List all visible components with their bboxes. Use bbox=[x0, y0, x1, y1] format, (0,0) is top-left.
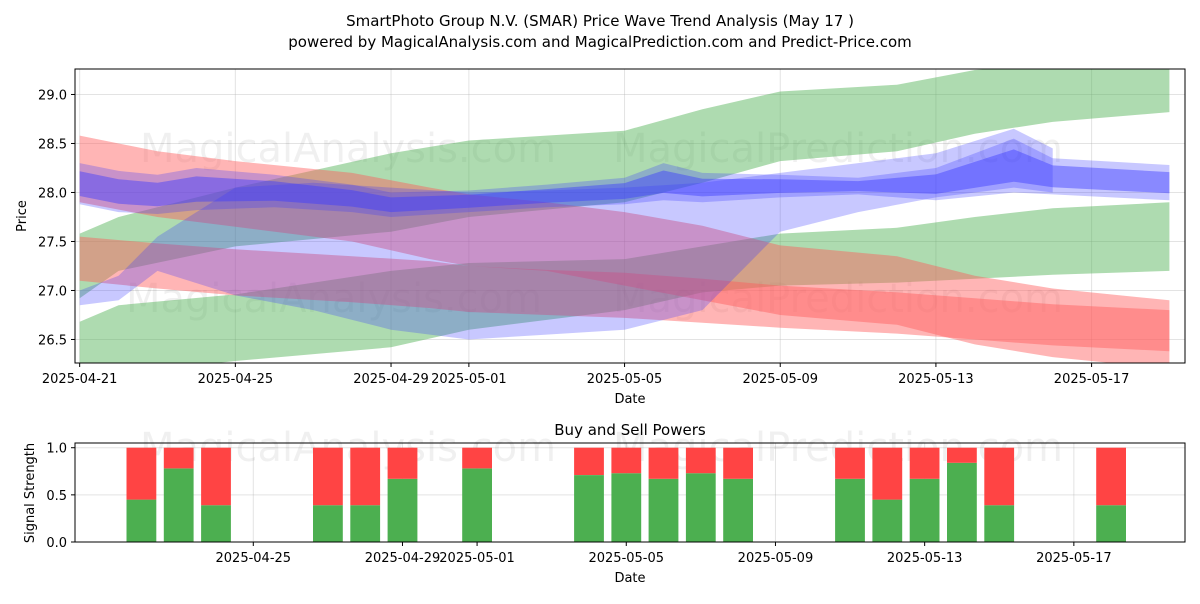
red-band-upper bbox=[79, 135, 1170, 363]
bottom-x-tick-label: 2025-05-01 bbox=[439, 551, 515, 566]
buy-power-bar bbox=[126, 499, 157, 542]
sell-power-bar bbox=[1096, 447, 1126, 506]
top-y-tick-label: 28.5 bbox=[38, 137, 67, 152]
sell-power-bar bbox=[611, 447, 642, 474]
buy-power-bar bbox=[163, 468, 194, 542]
top-x-tick-label: 2025-04-21 bbox=[42, 372, 118, 387]
green-band-upper bbox=[79, 69, 1170, 299]
top-y-tick-label: 27.5 bbox=[38, 235, 67, 250]
top-x-tick-label: 2025-05-09 bbox=[742, 372, 818, 387]
buy-power-bar bbox=[984, 505, 1015, 542]
buy-power-bar bbox=[611, 473, 642, 542]
buy-power-bar bbox=[574, 475, 604, 542]
bottom-y-tick-label: 0.0 bbox=[46, 536, 67, 551]
top-x-tick-label: 2025-05-13 bbox=[898, 372, 974, 387]
top-y-ticks: 26.5 27.0 27.5 28.0 28.5 29.0 bbox=[38, 88, 75, 348]
sell-power-bar bbox=[984, 447, 1015, 506]
sell-power-bar bbox=[685, 447, 716, 474]
chart-title-line2: powered by MagicalAnalysis.com and Magic… bbox=[288, 33, 912, 51]
top-x-tick-label: 2025-04-29 bbox=[353, 372, 429, 387]
blue-band-rising bbox=[79, 128, 1053, 340]
sell-power-bar bbox=[909, 447, 940, 479]
bottom-x-tick-label: 2025-05-17 bbox=[1036, 551, 1112, 566]
bottom-x-tick-label: 2025-04-29 bbox=[365, 551, 441, 566]
sell-power-bar bbox=[462, 447, 492, 469]
buy-power-bar bbox=[1096, 505, 1126, 542]
sell-power-bar bbox=[313, 447, 343, 506]
buy-power-bar bbox=[723, 478, 753, 542]
watermark-analysis-top: MagicalAnalysis.com bbox=[140, 126, 556, 172]
top-y-tick-label: 26.5 bbox=[38, 333, 67, 348]
bottom-y-tick-label: 0.5 bbox=[46, 489, 67, 504]
bottom-x-tick-label: 2025-05-05 bbox=[588, 551, 664, 566]
bottom-x-tick-label: 2025-05-13 bbox=[887, 551, 963, 566]
top-y-tick-label: 27.0 bbox=[38, 284, 67, 299]
sell-power-bar bbox=[574, 447, 604, 475]
bottom-y-ticks: 0.0 0.5 1.0 bbox=[46, 442, 75, 551]
top-bands bbox=[79, 69, 1170, 363]
buy-power-bar bbox=[313, 505, 343, 542]
buy-power-bar bbox=[350, 505, 381, 542]
sell-power-bar bbox=[163, 447, 194, 469]
watermark-prediction-top: MagicalPrediction.com bbox=[613, 126, 1063, 172]
top-x-tick-label: 2025-05-05 bbox=[587, 372, 663, 387]
top-x-ticks: 2025-04-21 2025-04-25 2025-04-29 2025-05-01… bbox=[42, 363, 1129, 387]
sell-power-bar bbox=[387, 447, 418, 479]
sell-power-bar bbox=[947, 447, 977, 463]
bottom-x-tick-label: 2025-04-25 bbox=[216, 551, 292, 566]
green-band-lower bbox=[79, 202, 1170, 363]
bottom-y-axis-label: Signal Strength bbox=[23, 443, 38, 543]
buy-power-bar bbox=[947, 462, 977, 542]
top-watermarks: MagicalAnalysis.com MagicalPrediction.co… bbox=[126, 126, 1063, 322]
buy-power-bar bbox=[835, 478, 865, 542]
top-x-axis-label: Date bbox=[614, 392, 645, 407]
top-plot-frame bbox=[74, 68, 1186, 364]
bottom-bars bbox=[126, 447, 1126, 542]
buy-power-bar bbox=[201, 505, 231, 542]
top-y-tick-label: 28.0 bbox=[38, 186, 67, 201]
bottom-y-tick-label: 1.0 bbox=[46, 442, 67, 457]
bottom-x-tick-label: 2025-05-09 bbox=[738, 551, 814, 566]
bottom-plot-frame bbox=[74, 442, 1186, 543]
buy-power-bar bbox=[462, 468, 492, 542]
blue-band-main bbox=[79, 138, 1170, 217]
buy-power-bar bbox=[872, 499, 903, 542]
top-x-tick-label: 2025-04-25 bbox=[198, 372, 274, 387]
buy-power-bar bbox=[685, 473, 716, 542]
watermark-prediction-mid: MagicalPrediction.com bbox=[613, 276, 1063, 322]
top-grid bbox=[75, 69, 1185, 363]
sell-power-bar bbox=[648, 447, 679, 479]
sell-power-bar bbox=[835, 447, 865, 479]
bottom-x-axis-label: Date bbox=[614, 571, 645, 586]
buy-power-bar bbox=[909, 478, 940, 542]
buy-power-bar bbox=[387, 478, 418, 542]
buy-power-bar bbox=[648, 478, 679, 542]
bottom-chart-title: Buy and Sell Powers bbox=[554, 421, 706, 439]
top-x-tick-label: 2025-05-17 bbox=[1054, 372, 1130, 387]
top-y-axis-label: Price bbox=[15, 200, 30, 232]
sell-power-bar bbox=[872, 447, 903, 500]
chart-title-line1: SmartPhoto Group N.V. (SMAR) Price Wave … bbox=[346, 12, 854, 30]
top-x-tick-label: 2025-05-01 bbox=[431, 372, 507, 387]
sell-power-bar bbox=[201, 447, 231, 506]
sell-power-bar bbox=[350, 447, 381, 506]
red-band-lower bbox=[79, 236, 1170, 352]
sell-power-bar bbox=[723, 447, 753, 479]
watermark-analysis-mid: MagicalAnalysis.com bbox=[126, 276, 542, 322]
bottom-x-ticks: 2025-04-25 2025-04-29 2025-05-01 2025-05-05… bbox=[216, 542, 1112, 566]
blue-band-core bbox=[79, 149, 1170, 213]
top-y-tick-label: 29.0 bbox=[38, 88, 67, 103]
price-wave-chart: MagicalAnalysis.com MagicalPrediction.co… bbox=[15, 68, 1186, 407]
buy-sell-powers-chart: Buy and Sell Powers MagicalAnalysis.com … bbox=[23, 421, 1186, 586]
sell-power-bar bbox=[126, 447, 157, 500]
